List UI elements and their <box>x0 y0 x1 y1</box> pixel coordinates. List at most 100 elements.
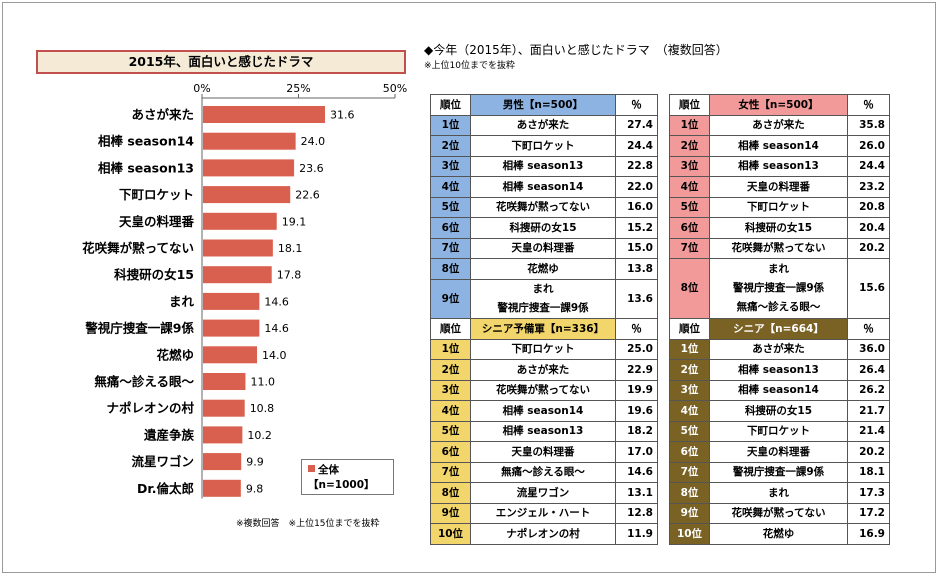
percent-cell: 20.2 <box>847 237 890 259</box>
percent-cell: 13.1 <box>615 482 658 504</box>
percent-cell: 20.8 <box>847 196 890 218</box>
value-label: 18.1 <box>278 242 303 255</box>
title-line: 警視庁捜査一課9係 <box>732 281 825 294</box>
title-cell: 警視庁捜査一課9係 <box>709 461 848 483</box>
table-row: 6位 天皇の料理番 17.0 <box>430 441 658 463</box>
table-row: 6位 天皇の料理番 20.2 <box>669 441 890 463</box>
title-cell: あさが来た <box>709 114 848 136</box>
rank-cell: 9位 <box>430 278 471 320</box>
title-cell: 花咲舞が黙ってない <box>709 502 848 524</box>
value-label: 19.1 <box>282 215 307 228</box>
value-label: 10.8 <box>250 402 274 415</box>
value-label: 14.6 <box>264 322 289 335</box>
title-cell: あさが来た <box>709 338 848 360</box>
category-label: 遺産争族 <box>143 427 195 442</box>
rank-cell: 5位 <box>430 420 471 442</box>
table-row: 8位 流星ワゴン 13.1 <box>430 482 658 504</box>
rank-cell: 7位 <box>430 237 471 259</box>
table-row: 8位 まれ 警視庁捜査一課9係 無痛～診える眼～ 15.6 <box>669 258 890 319</box>
table-row: 8位 花燃ゆ 13.8 <box>430 258 658 280</box>
rank-cell: 3位 <box>430 155 471 177</box>
table-row: 10位 花燃ゆ 16.9 <box>669 523 890 545</box>
title-cell: 相棒 season14 <box>470 176 616 198</box>
title-cell: 科捜研の女15 <box>470 217 616 239</box>
rank-cell: 6位 <box>430 217 471 239</box>
title-cell: まれ 警視庁捜査一課9係 無痛～診える眼～ <box>709 258 848 319</box>
table-row: 5位 相棒 season13 18.2 <box>430 420 658 442</box>
rank-cell: 10位 <box>669 523 710 545</box>
category-label: 天皇の料理番 <box>119 214 195 229</box>
title-cell: 天皇の料理番 <box>470 441 616 463</box>
table-row: 2位 下町ロケット 24.4 <box>430 135 658 157</box>
table-row: 10位 ナポレオンの村 11.9 <box>430 523 658 545</box>
bar <box>203 186 291 204</box>
percent-cell: 21.7 <box>847 400 890 422</box>
rank-cell: 2位 <box>430 359 471 381</box>
header-rank: 順位 <box>669 94 710 116</box>
x-tick-label: 25% <box>286 82 310 95</box>
rank-cell: 3位 <box>430 379 471 401</box>
rank-cell: 6位 <box>430 441 471 463</box>
title-cell: 相棒 season14 <box>470 400 616 422</box>
table-row: 1位 あさが来た 36.0 <box>669 338 890 360</box>
title-line: まれ <box>768 262 789 275</box>
bar <box>203 479 241 497</box>
percent-cell: 12.8 <box>615 502 658 524</box>
header-rank: 順位 <box>430 318 471 340</box>
table-row: 9位 まれ 警視庁捜査一課9係 13.6 <box>430 278 658 320</box>
percent-cell: 18.1 <box>847 461 890 483</box>
value-label: 17.8 <box>277 269 302 282</box>
value-label: 23.6 <box>299 162 324 175</box>
bar <box>203 346 258 364</box>
title-cell: 科捜研の女15 <box>709 217 848 239</box>
title-cell: 花燃ゆ <box>709 523 848 545</box>
table-row: 4位 相棒 season14 19.6 <box>430 400 658 422</box>
title-cell: 花咲舞が黙ってない <box>470 379 616 401</box>
category-label: あさが来た <box>131 107 194 122</box>
percent-cell: 24.4 <box>847 155 890 177</box>
title-cell: 下町ロケット <box>709 420 848 442</box>
table-row: 7位 無痛～診える眼～ 14.6 <box>430 461 658 483</box>
rank-cell: 8位 <box>430 258 471 280</box>
ranking-table-senior: 順位 シニア【n=664】％ 1位 あさが来た 36.0 2位 相棒 season13 26.… <box>669 318 890 545</box>
title-cell: 下町ロケット <box>709 196 848 218</box>
table-row: 7位 警視庁捜査一課9係 18.1 <box>669 461 890 483</box>
percent-cell: 21.4 <box>847 420 890 442</box>
percent-cell: 20.4 <box>847 217 890 239</box>
value-label: 31.6 <box>330 109 355 122</box>
table-row: 7位 花咲舞が黙ってない 20.2 <box>669 237 890 259</box>
percent-cell: 19.9 <box>615 379 658 401</box>
value-label: 11.0 <box>250 376 275 389</box>
title-cell: 相棒 season13 <box>470 155 616 177</box>
rank-cell: 3位 <box>669 379 710 401</box>
title-cell: あさが来た <box>470 359 616 381</box>
table-row: 5位 下町ロケット 20.8 <box>669 196 890 218</box>
title-cell: 花咲舞が黙ってない <box>470 196 616 218</box>
ranking-table-male: 順位 男性【n=500】％ 1位 あさが来た 27.4 2位 下町ロケット 24.4 3位 相棒 … <box>430 94 658 320</box>
percent-cell: 27.4 <box>615 114 658 136</box>
rank-cell: 1位 <box>430 338 471 360</box>
value-label: 10.2 <box>247 429 272 442</box>
rank-cell: 6位 <box>669 441 710 463</box>
title-cell: 天皇の料理番 <box>470 237 616 259</box>
category-label: 相棒 season13 <box>98 160 194 175</box>
x-tick-label: 0% <box>193 82 210 95</box>
table-row: 2位 あさが来た 22.9 <box>430 359 658 381</box>
percent-cell: 26.2 <box>847 379 890 401</box>
header-rank: 順位 <box>430 94 471 116</box>
category-label: 警視庁捜査一課9係 <box>84 321 194 336</box>
rank-cell: 4位 <box>669 176 710 198</box>
title-cell: 相棒 season13 <box>470 420 616 442</box>
value-label: 9.9 <box>246 456 263 469</box>
percent-cell: 15.0 <box>615 237 658 259</box>
title-cell: ナポレオンの村 <box>470 523 616 545</box>
rank-cell: 8位 <box>669 258 710 319</box>
percent-cell: 22.8 <box>615 155 658 177</box>
percent-cell: 26.0 <box>847 135 890 157</box>
tables-subheading: ※上位10位までを抜粋 <box>424 61 515 71</box>
rank-cell: 4位 <box>430 400 471 422</box>
bar <box>203 292 260 310</box>
table-row: 9位 エンジェル・ハート 12.8 <box>430 502 658 524</box>
title-cell: 天皇の料理番 <box>709 441 848 463</box>
category-label: 無痛～診える眼～ <box>94 374 194 389</box>
